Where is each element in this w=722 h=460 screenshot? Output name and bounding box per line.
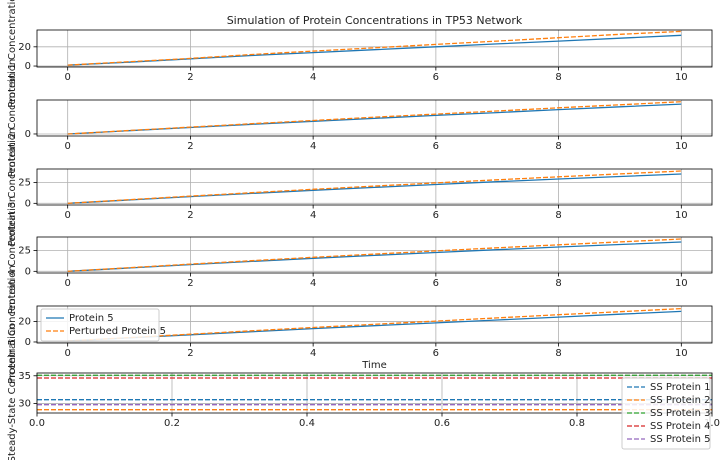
x-tick-label: 0: [64, 72, 70, 83]
x-tick-label: 0: [64, 348, 70, 359]
x-tick-label: 2: [187, 72, 193, 83]
x-tick-label: 8: [555, 72, 561, 83]
x-tick-label: 10: [675, 141, 688, 152]
x-tick-label: 1.0: [704, 418, 720, 429]
chart-title: Simulation of Protein Concentrations in …: [227, 14, 523, 27]
x-tick-label: 8: [555, 141, 561, 152]
y-axis-label: Protein 4 Concentration: [7, 196, 18, 315]
x-tick-label: 2: [187, 278, 193, 289]
plot-frame: [36, 372, 713, 414]
x-tick-label: 2: [187, 141, 193, 152]
x-tick-label: 6: [433, 72, 439, 83]
line-series: [67, 170, 682, 204]
x-tick-label: 4: [310, 210, 316, 221]
line-series: [67, 30, 682, 66]
line-series: [67, 101, 682, 135]
legend-box: [40, 308, 160, 342]
y-axis-label: Protein 2 Concentration: [7, 59, 18, 178]
x-tick-label: 4: [310, 141, 316, 152]
plot-frame: [36, 236, 713, 274]
legend-label: SS Protein 4: [650, 421, 710, 432]
legend-label: SS Protein 2: [650, 395, 710, 406]
line-series: [67, 238, 682, 272]
x-tick-label: 0: [64, 278, 70, 289]
y-tick-label: 35: [18, 371, 31, 382]
line-series: [67, 103, 682, 135]
x-tick-label: 0.6: [434, 418, 450, 429]
x-tick-label: 10: [675, 210, 688, 221]
y-tick-label: 25: [18, 177, 31, 188]
x-tick-label: 8: [555, 210, 561, 221]
legend-label: SS Protein 5: [650, 434, 710, 445]
x-tick-label: 0.4: [299, 418, 315, 429]
x-tick-label: 0.8: [569, 418, 585, 429]
y-tick-label: 0: [25, 129, 31, 140]
y-axis-label: Protein 1 Concentration: [7, 0, 18, 108]
x-tick-label: 4: [310, 72, 316, 83]
x-tick-label: 2: [187, 348, 193, 359]
plot-frame: [36, 168, 713, 206]
legend-label: SS Protein 1: [650, 382, 710, 393]
x-tick-label: 2: [187, 210, 193, 221]
y-axis-label: Protein 5 Concentration: [7, 265, 18, 384]
plot-frame: [36, 99, 713, 137]
y-tick-label: 20: [18, 316, 31, 327]
y-tick-label: 30: [18, 399, 31, 410]
x-tick-label: 4: [310, 278, 316, 289]
x-tick-label: 0: [64, 210, 70, 221]
y-tick-label: 20: [18, 42, 31, 53]
x-tick-label: 6: [433, 278, 439, 289]
plot-frame: [36, 305, 713, 344]
x-tick-label: 6: [433, 210, 439, 221]
y-axis-label: Protein 3 Concentration: [7, 128, 18, 247]
legend-box: [621, 377, 711, 450]
x-tick-label: 4: [310, 348, 316, 359]
x-tick-label: 0: [64, 141, 70, 152]
line-series: [67, 241, 682, 272]
x-tick-label: 8: [555, 278, 561, 289]
legend-label: Protein 5: [69, 313, 114, 324]
x-tick-label: 6: [433, 348, 439, 359]
x-tick-label: 0.0: [29, 418, 45, 429]
x-axis-label: Time: [361, 360, 386, 371]
y-tick-label: 0: [25, 337, 31, 348]
x-tick-label: 10: [675, 72, 688, 83]
y-tick-label: 25: [18, 245, 31, 256]
legend-label: SS Protein 3: [650, 408, 710, 419]
x-tick-label: 8: [555, 348, 561, 359]
y-tick-label: 0: [25, 61, 31, 72]
line-series: [67, 173, 682, 204]
y-axis-label: Steady-State Concentration: [7, 324, 18, 460]
line-series: [67, 307, 682, 342]
y-tick-label: 0: [25, 266, 31, 277]
x-tick-label: 6: [433, 141, 439, 152]
y-tick-label: 0: [25, 198, 31, 209]
plot-frame: [36, 29, 713, 68]
legend-label: Perturbed Protein 5: [69, 326, 166, 337]
x-tick-label: 10: [675, 348, 688, 359]
x-tick-label: 0.2: [164, 418, 180, 429]
x-tick-label: 10: [675, 278, 688, 289]
